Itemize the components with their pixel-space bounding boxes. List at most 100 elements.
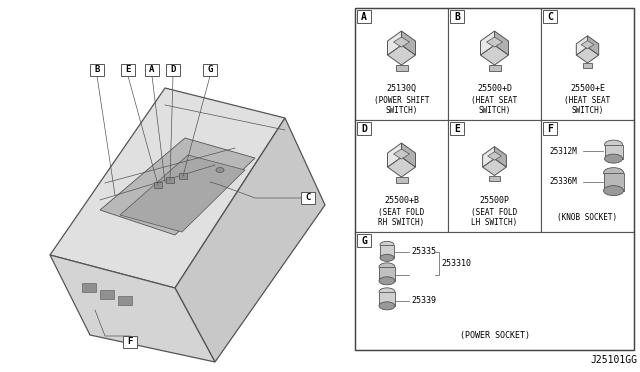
Bar <box>450 122 464 135</box>
Text: 253310: 253310 <box>441 259 471 268</box>
Text: 25500+D: 25500+D <box>477 84 512 93</box>
Bar <box>543 122 557 135</box>
Bar <box>166 64 180 76</box>
Bar <box>379 267 395 281</box>
Bar <box>355 232 634 350</box>
Bar <box>605 145 623 158</box>
Text: 25335: 25335 <box>411 247 436 256</box>
Text: C: C <box>305 193 310 202</box>
Polygon shape <box>488 152 501 160</box>
Bar <box>100 290 114 299</box>
Ellipse shape <box>604 186 623 196</box>
Text: (POWER SHIFT
SWITCH): (POWER SHIFT SWITCH) <box>374 96 429 115</box>
Polygon shape <box>481 31 495 55</box>
Polygon shape <box>396 177 408 183</box>
Polygon shape <box>486 37 502 47</box>
Bar <box>179 173 187 179</box>
Text: 25500P: 25500P <box>479 196 509 205</box>
Ellipse shape <box>216 167 224 173</box>
Bar <box>357 122 371 135</box>
Bar <box>380 245 394 258</box>
Text: G: G <box>207 65 212 74</box>
Bar <box>543 10 557 23</box>
Text: E: E <box>454 124 460 134</box>
Bar <box>203 64 217 76</box>
Polygon shape <box>581 41 594 49</box>
Ellipse shape <box>604 168 623 178</box>
Polygon shape <box>175 118 325 362</box>
Bar <box>355 8 448 120</box>
Text: (HEAT SEAT
SWITCH): (HEAT SEAT SWITCH) <box>564 96 611 115</box>
Ellipse shape <box>379 288 395 296</box>
Bar <box>604 173 623 190</box>
Ellipse shape <box>605 154 623 163</box>
Polygon shape <box>488 65 500 71</box>
Polygon shape <box>387 45 415 65</box>
Bar <box>118 296 132 305</box>
Bar <box>90 64 104 76</box>
Polygon shape <box>387 31 401 55</box>
Text: B: B <box>94 65 100 74</box>
Polygon shape <box>100 138 255 235</box>
Polygon shape <box>495 31 509 55</box>
Bar <box>379 267 395 281</box>
Text: (SEAT FOLD
LH SWITCH): (SEAT FOLD LH SWITCH) <box>472 208 518 227</box>
Polygon shape <box>483 158 506 176</box>
Polygon shape <box>387 157 415 177</box>
Polygon shape <box>481 45 509 65</box>
Ellipse shape <box>380 254 394 262</box>
Text: (POWER SOCKET): (POWER SOCKET) <box>460 331 529 340</box>
Polygon shape <box>396 65 408 71</box>
Text: 25500+E: 25500+E <box>570 84 605 93</box>
Text: F: F <box>127 337 132 346</box>
Text: C: C <box>547 12 553 22</box>
Text: 25500+B: 25500+B <box>384 196 419 205</box>
Text: 25336M: 25336M <box>549 177 577 186</box>
Polygon shape <box>582 63 592 68</box>
Polygon shape <box>576 47 598 63</box>
Text: D: D <box>170 65 176 74</box>
Polygon shape <box>401 143 415 167</box>
Ellipse shape <box>379 263 395 271</box>
Ellipse shape <box>379 277 395 285</box>
Bar <box>121 64 135 76</box>
Bar <box>541 8 634 120</box>
Bar <box>145 64 159 76</box>
Text: (SEAT FOLD
RH SWITCH): (SEAT FOLD RH SWITCH) <box>378 208 424 227</box>
Ellipse shape <box>379 302 395 310</box>
Polygon shape <box>401 31 415 55</box>
Polygon shape <box>394 149 410 159</box>
Bar <box>123 336 137 348</box>
Bar <box>379 292 395 306</box>
Text: 25339: 25339 <box>411 296 436 305</box>
Bar <box>379 292 395 306</box>
Bar <box>357 10 371 23</box>
Text: B: B <box>454 12 460 22</box>
Polygon shape <box>394 37 410 47</box>
Polygon shape <box>495 147 506 167</box>
Text: (HEAT SEAT
SWITCH): (HEAT SEAT SWITCH) <box>472 96 518 115</box>
Text: A: A <box>361 12 367 22</box>
Bar <box>541 120 634 232</box>
Ellipse shape <box>605 140 623 149</box>
Bar <box>448 120 541 232</box>
Polygon shape <box>490 176 500 181</box>
Polygon shape <box>588 36 598 55</box>
Text: (KNOB SOCKET): (KNOB SOCKET) <box>557 213 618 222</box>
Bar <box>605 145 623 158</box>
Text: F: F <box>547 124 553 134</box>
Polygon shape <box>120 155 245 232</box>
Bar <box>357 234 371 247</box>
Bar <box>380 245 394 258</box>
Text: G: G <box>361 235 367 246</box>
Bar <box>301 192 315 204</box>
Bar <box>448 8 541 120</box>
Bar <box>355 8 634 350</box>
Text: E: E <box>125 65 131 74</box>
Bar <box>450 10 464 23</box>
Text: D: D <box>361 124 367 134</box>
Bar <box>604 173 623 190</box>
Polygon shape <box>50 255 215 362</box>
Polygon shape <box>483 147 495 167</box>
Bar <box>355 120 448 232</box>
